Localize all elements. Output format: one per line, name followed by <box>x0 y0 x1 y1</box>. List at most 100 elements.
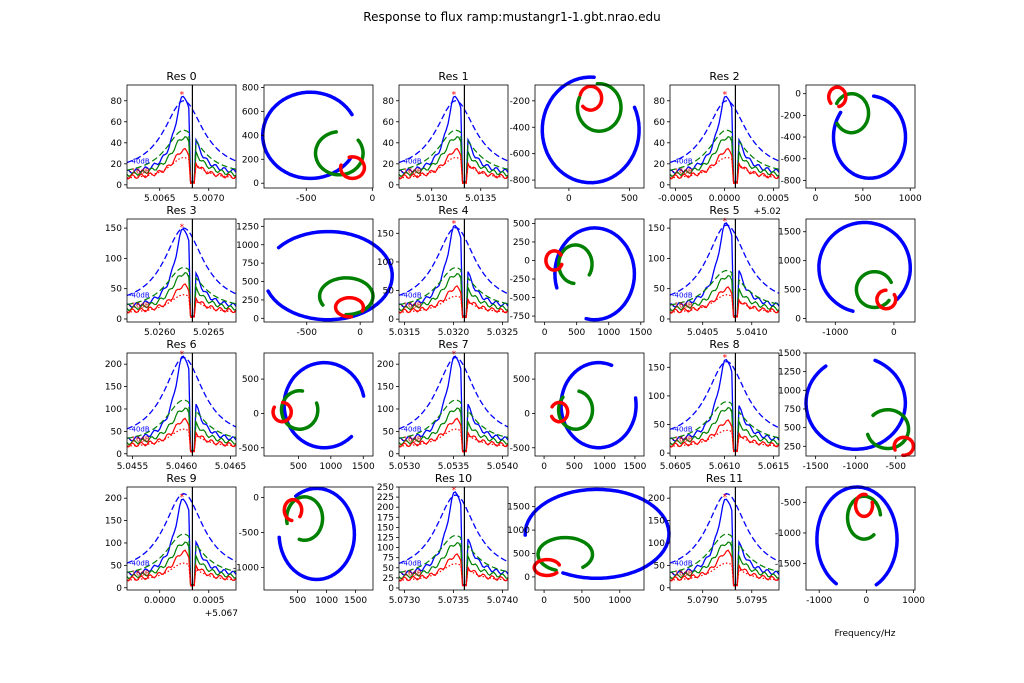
panel-title: Res 10 <box>435 472 472 485</box>
iq-circle-red <box>549 400 570 424</box>
y-tick-label: -200 <box>510 97 531 107</box>
x-tick-label: 0 <box>369 194 375 204</box>
y-tick-label: 0 <box>388 315 394 325</box>
x-tick-label: 5.0795 <box>736 596 768 606</box>
peak-star-marker: * <box>723 354 728 364</box>
y-tick-label: 1500 <box>778 349 801 359</box>
series-line-5 <box>398 563 509 587</box>
series-line-2 <box>126 399 237 452</box>
y-tick-label: -500 <box>510 444 531 454</box>
peak-star-marker: * <box>180 493 185 503</box>
panel-frame <box>805 218 916 323</box>
x-tick-label: -1000 <box>843 462 869 472</box>
x-tick-label: 5.0460 <box>166 462 198 472</box>
x-tick-label: 5.0325 <box>487 328 519 338</box>
y-tick-label: 60 <box>654 118 666 128</box>
y-tick-label: 175 <box>377 513 394 523</box>
y-tick-label: 150 <box>648 363 665 373</box>
series-line-2 <box>398 129 509 183</box>
y-tick-label: 200 <box>648 494 665 504</box>
x-tick-label: 5.0455 <box>117 462 149 472</box>
y-tick-label: 500 <box>784 424 801 434</box>
series-line-5 <box>126 294 237 318</box>
series-line-2 <box>126 533 237 586</box>
series-line-3 <box>126 407 237 452</box>
panel-frame <box>805 486 916 591</box>
series-line-5 <box>399 295 509 319</box>
y-tick-label: 20 <box>383 160 395 170</box>
series-line-1 <box>670 498 780 586</box>
series-line-3 <box>126 541 237 586</box>
x-tick-label: 1000 <box>315 596 338 606</box>
panel-frame <box>263 486 374 591</box>
iq-panel-15: -500 0 500 0 500 1000 1500 <box>510 352 647 472</box>
y-tick-label: 200 <box>105 360 122 370</box>
y-tick-label: 1000 <box>236 241 259 251</box>
legend-fragment: -40dB <box>672 291 693 299</box>
series-line-4 <box>398 285 509 318</box>
y-tick-label: 150 <box>105 383 122 393</box>
x-tick-label: 0 <box>891 328 897 338</box>
panel-frame <box>126 218 237 323</box>
series-line-0 <box>669 100 780 164</box>
iq-circle-blue <box>540 75 641 185</box>
y-tick-label: 100 <box>105 539 122 549</box>
iq-circle-blue <box>282 360 366 450</box>
legend-fragment: -16dB <box>129 570 150 578</box>
y-tick-label: 0 <box>116 181 122 191</box>
panel-frame <box>534 352 645 457</box>
iq-circle-green <box>854 269 893 310</box>
y-tick-label: 60 <box>383 118 395 128</box>
y-tick-label: 50 <box>111 427 123 437</box>
y-tick-label: 100 <box>105 254 122 264</box>
y-tick-label: 80 <box>654 97 666 107</box>
iq-circle-green <box>313 130 365 177</box>
y-tick-label: -500 <box>510 294 531 304</box>
y-tick-label: 0 <box>116 450 122 460</box>
y-tick-label: 60 <box>111 118 123 128</box>
line-panel-22: * -40dB -16dB 0 50 100 150 200 5.0790 5.0795 Res 1… <box>648 472 780 606</box>
y-tick-label: 50 <box>383 287 395 297</box>
legend-fragment: -40dB <box>129 157 150 165</box>
y-tick-label: 100 <box>377 405 394 415</box>
panel-frame <box>126 486 237 591</box>
x-tick-label: 5.0130 <box>416 194 448 204</box>
line-panel-8: * -40dB -16dB 0 50 100 150 5.0315 5.0320 5.0325 Re… <box>377 204 518 338</box>
y-tick-label: -250 <box>510 275 531 285</box>
series-line-5 <box>398 156 509 184</box>
iq-circle-green <box>834 91 871 135</box>
iq-circle-green <box>279 389 320 431</box>
iq-circle-blue <box>277 486 357 582</box>
x-tick-label: 500 <box>573 596 590 606</box>
y-tick-label: 225 <box>377 493 394 503</box>
y-tick-label: 150 <box>105 517 122 527</box>
series-line-1 <box>670 358 780 451</box>
iq-circle-red <box>853 492 875 519</box>
iq-circle-green <box>865 407 911 451</box>
series-line-0 <box>398 494 509 565</box>
x-tick-label: -500 <box>296 194 317 204</box>
x-tick-label: 0.0005 <box>758 194 790 204</box>
peak-star-marker: * <box>723 493 728 503</box>
x-tick-label: 0.0000 <box>144 596 176 606</box>
series-line-3 <box>669 135 780 184</box>
x-tick-label: 5.0790 <box>687 596 719 606</box>
panel-frame <box>263 218 374 323</box>
y-tick-label: 20 <box>111 160 123 170</box>
panel-title: Res 6 <box>166 338 196 351</box>
y-tick-label: 0 <box>116 315 122 325</box>
iq-panel-3: -800 -600 -400 -200 0 500 <box>510 75 645 204</box>
y-tick-label: -400 <box>781 133 802 143</box>
y-tick-label: 500 <box>513 375 530 385</box>
legend-fragment: -16dB <box>401 302 422 310</box>
line-panel-4: * -40dB -16dB 0 20 40 60 80 -0.0005 0.0000 0.0005 +… <box>654 70 790 217</box>
legend-fragment: -40dB <box>129 559 150 567</box>
x-tick-label: 500 <box>289 596 306 606</box>
series-line-5 <box>127 562 237 587</box>
iq-circle-blue <box>559 360 638 450</box>
panel-frame <box>126 84 237 189</box>
x-tick-label: 0.0005 <box>193 596 225 606</box>
y-tick-label: 150 <box>648 517 665 527</box>
panel-frame <box>534 218 645 323</box>
